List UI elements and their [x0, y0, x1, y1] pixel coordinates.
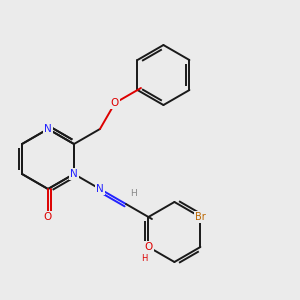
Text: H: H	[141, 254, 147, 263]
Text: N: N	[44, 124, 52, 134]
Text: O: O	[144, 242, 153, 252]
Text: O: O	[111, 98, 119, 108]
Text: N: N	[70, 169, 78, 179]
Text: H: H	[130, 189, 137, 198]
Text: Br: Br	[195, 212, 206, 222]
Text: O: O	[44, 212, 52, 223]
Text: N: N	[96, 184, 104, 194]
